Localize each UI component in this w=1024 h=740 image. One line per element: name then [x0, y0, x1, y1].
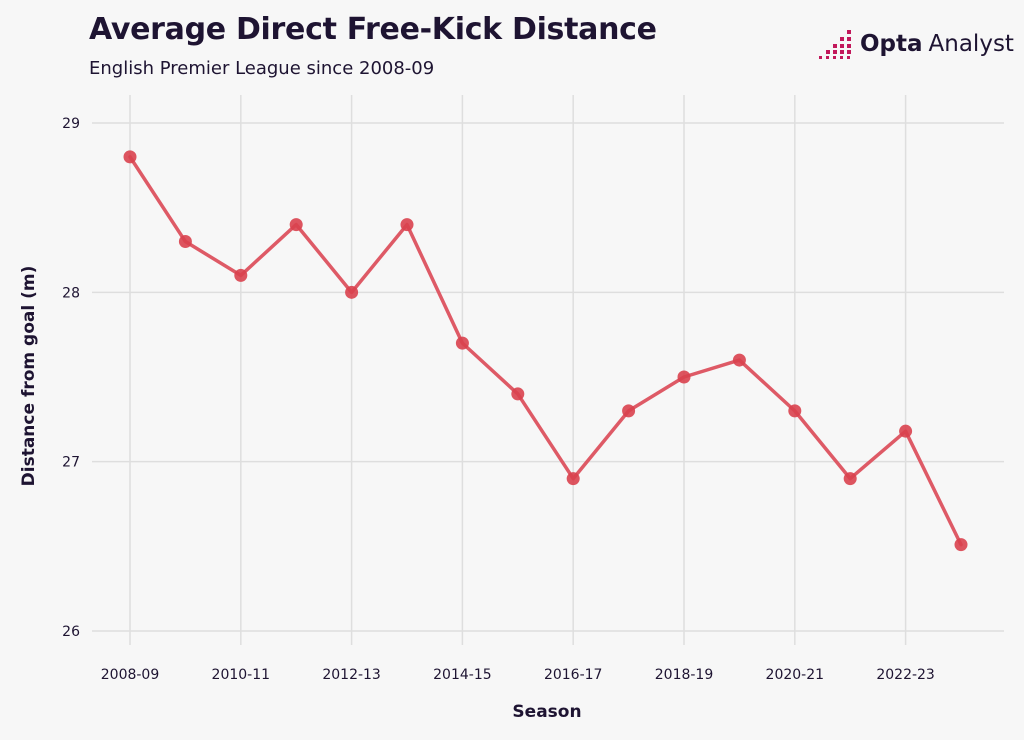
- x-tick-label: 2010-11: [212, 667, 271, 683]
- brand-name-light: Analyst: [928, 31, 1014, 57]
- data-point: [455, 336, 469, 350]
- data-point: [178, 235, 192, 249]
- x-tick-label: 2020-21: [766, 667, 825, 683]
- grid-layer: [92, 95, 1004, 645]
- data-point: [622, 404, 636, 418]
- y-tick-label: 26: [62, 624, 80, 640]
- data-point: [677, 370, 691, 384]
- y-tick-label: 28: [62, 285, 80, 301]
- chart-subtitle: English Premier League since 2008-09: [89, 58, 435, 79]
- x-tick-label: 2012-13: [322, 667, 381, 683]
- y-tick-label: 29: [62, 116, 80, 132]
- chart-title: Average Direct Free-Kick Distance: [89, 12, 657, 47]
- data-point: [123, 150, 137, 164]
- brand-name-strong: Opta: [860, 31, 923, 57]
- data-point: [843, 472, 857, 486]
- data-point: [732, 353, 746, 367]
- x-axis-title: Season: [512, 702, 581, 722]
- x-tick-label: 2022-23: [876, 667, 935, 683]
- x-tick-label: 2018-19: [655, 667, 714, 683]
- y-axis-title: Distance from goal (m): [19, 266, 39, 487]
- x-tick-label: 2014-15: [433, 667, 492, 683]
- opta-logo-icon: [819, 30, 851, 59]
- data-point: [954, 538, 968, 552]
- data-point: [788, 404, 802, 418]
- tick-layer: 26 27 28 29 2008-09 2010-11 2012-13 2014-15 2016…: [62, 116, 935, 683]
- series-line: [128, 155, 963, 547]
- data-point: [566, 472, 580, 486]
- x-tick-label: 2008-09: [101, 667, 160, 683]
- series-layer: [123, 150, 968, 552]
- data-point: [289, 218, 303, 232]
- data-point: [400, 218, 414, 232]
- data-point: [345, 285, 359, 299]
- x-tick-label: 2016-17: [544, 667, 603, 683]
- data-point: [511, 387, 525, 401]
- data-point: [234, 268, 248, 282]
- y-tick-label: 27: [62, 455, 80, 471]
- data-point: [899, 424, 913, 438]
- brand-logo: Opta Analyst: [818, 28, 1014, 60]
